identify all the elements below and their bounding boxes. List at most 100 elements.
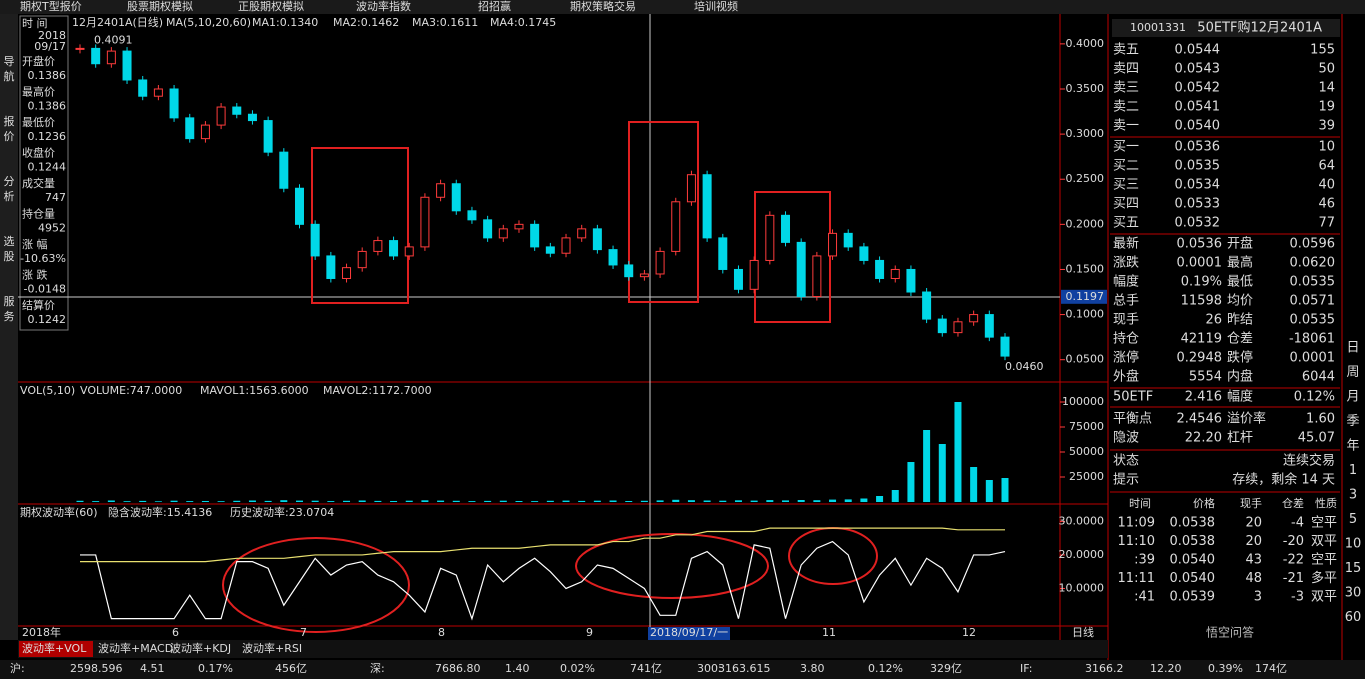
menu-item[interactable]: 期权T型报价 [20,0,82,13]
candle [686,174,696,203]
label: 仓差 [1227,332,1253,347]
nav-item[interactable]: 分 [4,175,15,188]
candle [373,240,383,252]
x-tick-label: 12 [962,626,976,639]
volume-bar [76,500,84,502]
label: 多平 [1311,570,1337,586]
label: 155 [1310,43,1335,58]
label: 2598.596 [70,662,123,675]
label: :41 [1134,590,1155,605]
period-button[interactable]: 5 [1349,512,1357,527]
candle [91,47,101,65]
nav-item[interactable]: 航 [4,69,15,83]
nav-item[interactable]: 务 [4,310,15,323]
period-button[interactable]: 月 [1346,390,1359,405]
candle [608,249,618,266]
candle [843,232,853,248]
label: 0.1386 [28,69,67,82]
volume-bar [797,500,805,502]
nav-item[interactable]: 导 [4,55,15,68]
period-button[interactable]: 60 [1345,610,1362,625]
tab[interactable]: 波动率+RSI [242,641,302,655]
nav-item[interactable]: 服 [4,295,15,308]
volume-bar [719,500,727,502]
tab[interactable]: 波动率+MACD [98,641,173,655]
label: 0.0460 [1005,360,1044,373]
candle [389,240,399,257]
x-tick-label: 2018/09/17/一 [650,626,728,639]
x-tick-label: 11 [822,626,836,639]
nav-item[interactable]: 析 [4,189,15,203]
label: 0.0533 [1175,197,1221,212]
nav-item[interactable]: 价 [4,130,15,143]
label: 隐含波动率:15.4136 [108,505,212,519]
label: 买一 [1113,140,1139,155]
volume-bar [750,500,758,502]
nav-item[interactable]: 报 [4,114,15,128]
period-button[interactable]: 30 [1345,586,1362,601]
period-button[interactable]: 3 [1349,488,1357,503]
candle [294,187,304,225]
nav-item[interactable]: 股 [4,250,15,263]
menu-item[interactable]: 期权策略交易 [570,0,636,13]
label: 0.0538 [1170,516,1216,531]
period-button[interactable]: 年 [1346,439,1359,454]
label: 0.0538 [1170,534,1216,549]
period-button[interactable]: 1 [1349,463,1357,478]
menu-item[interactable]: 正股期权模拟 [238,0,304,13]
candle [467,210,477,221]
label: 现手 [1113,313,1139,328]
label: 最低价 [22,116,55,129]
quote-title-bar [1112,19,1340,37]
menu-item[interactable]: 波动率指数 [356,0,411,13]
menu-item[interactable]: 招招赢 [478,0,511,13]
label: 性质 [1315,496,1337,510]
y-tick-label: 30.0000 [1059,514,1105,527]
label: 0.0536 [1177,237,1223,252]
label: 39 [1318,119,1335,134]
label: 溢价率 [1227,411,1266,427]
volume-bar [405,500,413,502]
period-button[interactable]: 10 [1345,537,1362,552]
label: 0.12% [868,662,903,675]
period-button[interactable]: 日 [1346,341,1359,356]
label: 3.80 [800,662,825,675]
menu-item[interactable]: 培训视频 [694,0,738,13]
label: 0.0541 [1175,100,1221,115]
tab[interactable]: 波动率+VOL [22,641,87,655]
label: MA1:0.1340 [252,16,318,29]
volume-bar [907,462,915,502]
period-button[interactable]: 季 [1346,414,1359,429]
volume-bar [938,444,946,502]
label: 卖五 [1113,43,1139,58]
label: 0.1244 [28,161,67,174]
label: 昨结 [1227,313,1253,328]
x-tick-label: 9 [586,626,593,639]
label: 连续交易 [1283,453,1335,469]
candle [859,246,869,261]
label: 11:09 [1118,516,1155,531]
label: 日线 [1072,625,1094,639]
volume-bar [656,500,664,502]
watermark: 悟空问答 [1206,625,1254,640]
period-button[interactable]: 周 [1346,365,1359,380]
candle [436,183,446,198]
y-tick-label: 0.3500 [1066,82,1105,95]
menu-item[interactable]: 股票期权模拟 [127,0,193,13]
nav-item[interactable]: 选 [4,235,15,248]
tab[interactable]: 波动率+KDJ [170,641,231,655]
label: 2018 [38,29,66,42]
period-button[interactable]: 15 [1345,561,1362,576]
label: 0.2948 [1177,351,1223,366]
label: 0.0001 [1177,256,1223,271]
y-tick-label: 0.0500 [1066,353,1105,366]
label: -20 [1283,534,1304,549]
label: 0.17% [198,662,233,675]
candle [232,106,242,115]
candle [153,88,163,97]
volume-bar [437,500,445,502]
label: 0.0001 [1290,351,1336,366]
label: 涨 幅 [22,238,48,251]
label: 3 [1254,590,1262,605]
label: 买四 [1113,197,1139,212]
